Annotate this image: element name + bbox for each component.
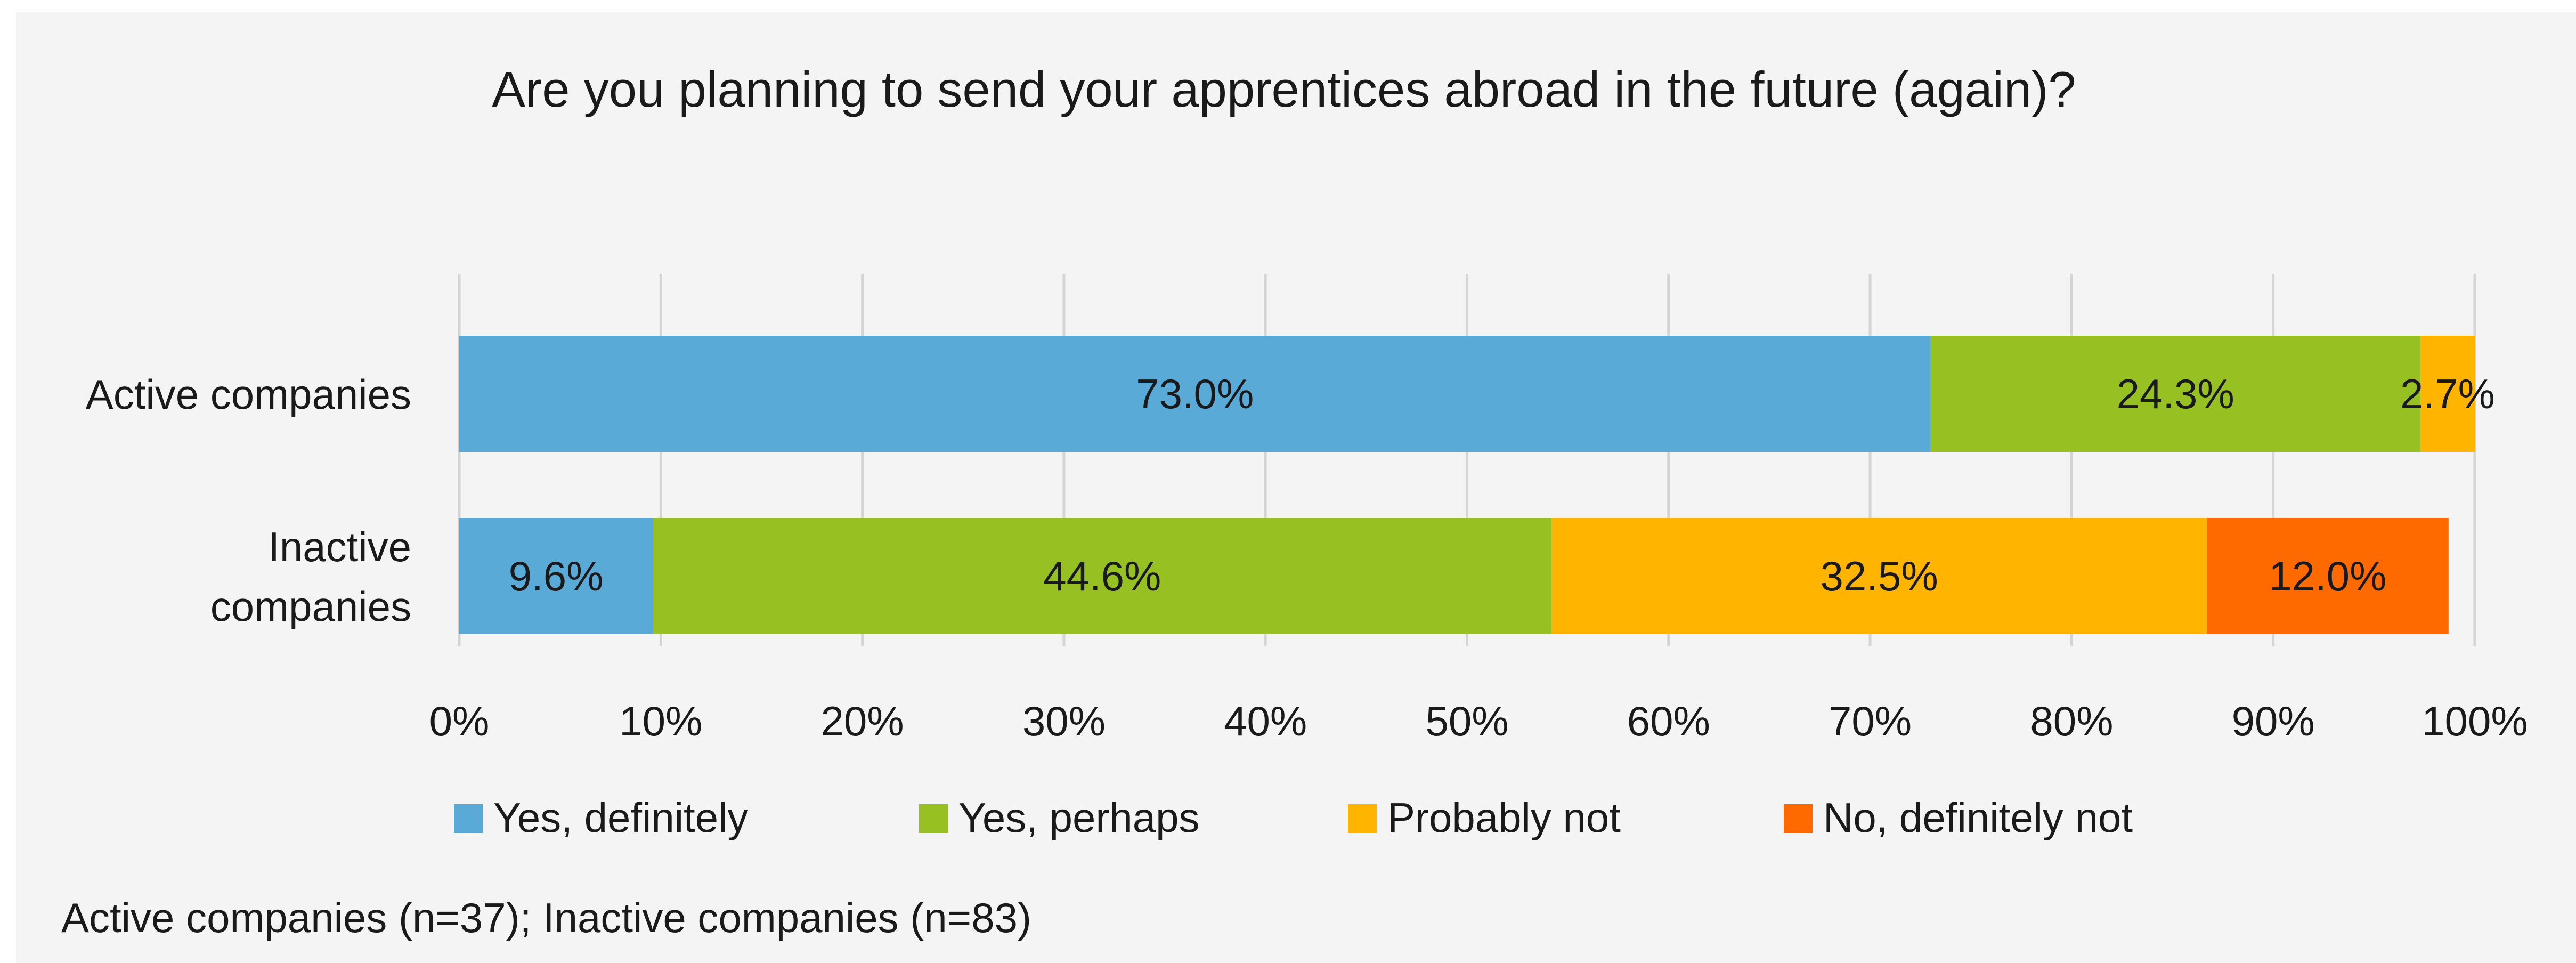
data-label: 2.7% [2400, 370, 2495, 417]
x-tick-label: 40% [1224, 698, 1307, 744]
bar-segment [1551, 518, 2207, 634]
category-label: Inactive companies [210, 523, 411, 630]
bars: 73.0% 24.3% 2.7% 9.6% 44.6% 32.5% 12.0% [459, 336, 2495, 634]
chart-title: Are you planning to send your apprentice… [492, 61, 2076, 117]
x-tick-label: 10% [619, 698, 702, 744]
x-tick-label: 60% [1627, 698, 1710, 744]
category-labels: Active companies Inactive companies [86, 371, 411, 630]
x-tick-label: 30% [1022, 698, 1106, 744]
x-tick-label: 0% [429, 698, 490, 744]
bar-segment [1930, 336, 2420, 452]
data-label: 12.0% [2269, 553, 2386, 600]
x-tick-label: 90% [2232, 698, 2315, 744]
data-label: 73.0% [1136, 370, 1254, 417]
legend-swatch [454, 804, 483, 833]
legend-swatch [919, 804, 948, 833]
bar-segment [459, 518, 653, 634]
x-axis-tick-labels: 0% 10% 20% 30% 40% 50% 60% 70% 80% 90% 100% [429, 698, 2528, 744]
bar-segment [653, 518, 1552, 634]
legend-label: No, definitely not [1823, 794, 2133, 841]
x-tick-label: 100% [2421, 698, 2528, 744]
x-tick-label: 80% [2030, 698, 2113, 744]
bar-segment [2420, 336, 2475, 452]
data-label: 32.5% [1821, 553, 1938, 600]
bar-segment [2206, 518, 2449, 634]
bar-segment [459, 336, 1931, 452]
x-tick-label: 50% [1425, 698, 1508, 744]
x-tick-label: 70% [1829, 698, 1912, 744]
legend: Yes, definitely Yes, perhaps Probably not N… [454, 794, 2133, 841]
legend-swatch [1784, 804, 1813, 833]
data-label: 44.6% [1043, 553, 1161, 600]
legend-label: Yes, perhaps [958, 794, 1199, 841]
category-label: Active companies [86, 371, 411, 418]
legend-swatch [1348, 804, 1377, 833]
x-tick-label: 20% [821, 698, 904, 744]
data-label: 24.3% [2117, 370, 2234, 417]
legend-label: Yes, definitely [493, 794, 748, 841]
chart-footnote: Active companies (n=37); Inactive compan… [61, 894, 1031, 941]
stacked-bar-chart: Are you planning to send your apprentice… [61, 61, 2528, 941]
data-label: 9.6% [509, 553, 604, 600]
legend-label: Probably not [1387, 794, 1621, 841]
chart-area: Are you planning to send your apprentice… [16, 12, 2576, 963]
